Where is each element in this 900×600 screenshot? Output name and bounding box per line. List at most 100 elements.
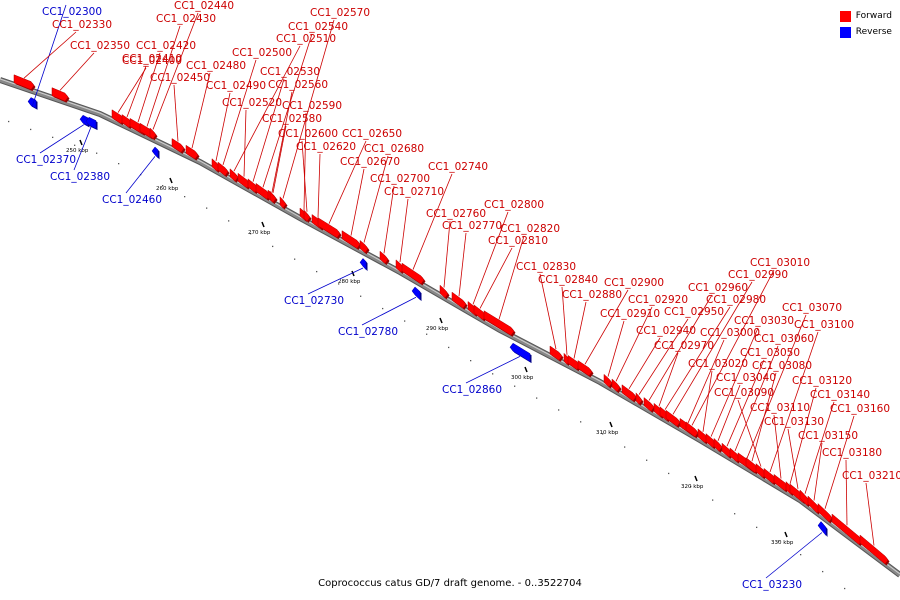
label-leader-line <box>243 109 247 177</box>
label-leader-line <box>787 428 799 489</box>
label-leader-line <box>350 168 365 236</box>
gene-label: CC1_02300 <box>42 6 102 18</box>
gene-block <box>229 168 239 182</box>
gene-label: CC1_02880 <box>562 289 622 301</box>
gene-label: CC1_03000 <box>700 327 760 339</box>
gene-block <box>509 342 531 363</box>
gene-block <box>817 521 827 537</box>
label-leader-line <box>824 415 855 509</box>
label-leader-line <box>215 92 231 162</box>
reverse-swatch-icon <box>839 26 851 38</box>
label-leader-line <box>117 67 147 113</box>
tick-mark <box>351 270 355 277</box>
forward-gene <box>317 217 342 240</box>
gene-label: CC1_03150 <box>798 430 858 442</box>
tick-mark <box>79 139 83 146</box>
gene-label: CC1_02330 <box>52 19 112 31</box>
gene-label: CC1_02820 <box>500 223 560 235</box>
label-leader-line <box>361 296 417 326</box>
gene-label: CC1_03110 <box>750 402 810 414</box>
scale-tick: 320 kbp <box>681 475 704 490</box>
gene-label: CC1_02410 <box>122 53 182 65</box>
gene-label: CC1_02710 <box>384 186 444 198</box>
scale-tick: 300 kbp <box>511 366 534 381</box>
gene-label: CC1_02560 <box>268 79 328 91</box>
gene-label: CC1_02900 <box>604 277 664 289</box>
label-leader-line <box>412 173 453 270</box>
reverse-gene <box>85 116 98 131</box>
label-leader-line <box>746 314 807 459</box>
gene-label: CC1_02990 <box>728 269 788 281</box>
forward-gene <box>483 310 516 337</box>
label-leader-line <box>472 211 509 305</box>
gene-label: CC1_02490 <box>206 80 266 92</box>
forward-gene <box>51 87 70 103</box>
gene-block <box>359 258 367 271</box>
gene-block <box>439 284 449 299</box>
legend-label-forward: Forward <box>855 11 892 21</box>
gene-label: CC1_02700 <box>370 173 430 185</box>
label-leader-line <box>328 140 367 224</box>
gene-block <box>483 310 515 336</box>
label-leader-line <box>73 126 92 171</box>
label-leader-line <box>498 235 525 320</box>
label-leader-line <box>710 327 759 437</box>
label-leader-line <box>152 12 199 130</box>
gene-label: CC1_02770 <box>442 220 502 232</box>
forward-gene <box>451 291 468 310</box>
gene-label: CC1_03050 <box>740 347 800 359</box>
legend-item-forward: Forward <box>839 8 892 24</box>
gene-block <box>279 196 287 209</box>
label-leader-line <box>573 301 587 359</box>
forward-gene <box>621 384 638 403</box>
gene-label: CC1_03160 <box>830 403 890 415</box>
label-leader-line <box>773 414 782 479</box>
tick-mark <box>169 177 173 184</box>
gene-label: CC1_02780 <box>338 326 398 338</box>
tick-mark <box>524 366 528 373</box>
gene-label: CC1_02760 <box>426 208 486 220</box>
gene-label: CC1_02960 <box>688 282 748 294</box>
gene-block <box>51 87 69 102</box>
label-leader-line <box>648 294 713 401</box>
gene-block <box>13 74 35 90</box>
tick-mark <box>694 475 698 482</box>
gene-block <box>171 138 185 153</box>
label-leader-line <box>751 372 777 462</box>
gene-label: CC1_02860 <box>442 384 502 396</box>
forward-gene <box>603 373 614 389</box>
label-leader-line <box>813 442 823 501</box>
forward-gene <box>217 161 230 178</box>
gene-label: CC1_02450 <box>150 72 210 84</box>
label-leader-line <box>465 356 521 384</box>
gene-label: CC1_03020 <box>688 358 748 370</box>
label-leader-line <box>664 306 731 410</box>
forward-gene <box>577 360 594 378</box>
label-leader-line <box>734 345 779 452</box>
gene-label: CC1_03130 <box>764 416 824 428</box>
forward-gene <box>859 534 890 566</box>
label-leader-line <box>628 337 661 390</box>
gene-label: CC1_03080 <box>752 360 812 372</box>
scale-tick: 280 kbp <box>338 270 361 285</box>
scale-tick: 260 kbp <box>156 177 179 192</box>
gene-label: CC1_02600 <box>278 128 338 140</box>
label-leader-line <box>173 84 179 142</box>
gene-label: CC1_02510 <box>276 33 336 45</box>
gene-label: CC1_02800 <box>484 199 544 211</box>
label-leader-line <box>584 289 629 365</box>
gene-label: CC1_02670 <box>340 156 400 168</box>
label-leader-line <box>59 52 95 91</box>
tick-label: 270 kbp <box>248 230 271 236</box>
gene-label: CC1_02580 <box>262 113 322 125</box>
forward-gene <box>13 74 36 92</box>
label-leader-line <box>272 125 287 193</box>
forward-gene <box>279 196 288 210</box>
gene-label: CC1_02460 <box>102 194 162 206</box>
label-leader-line <box>539 273 557 350</box>
gene-label: CC1_03090 <box>714 387 774 399</box>
gene-label: CC1_03230 <box>742 579 802 591</box>
